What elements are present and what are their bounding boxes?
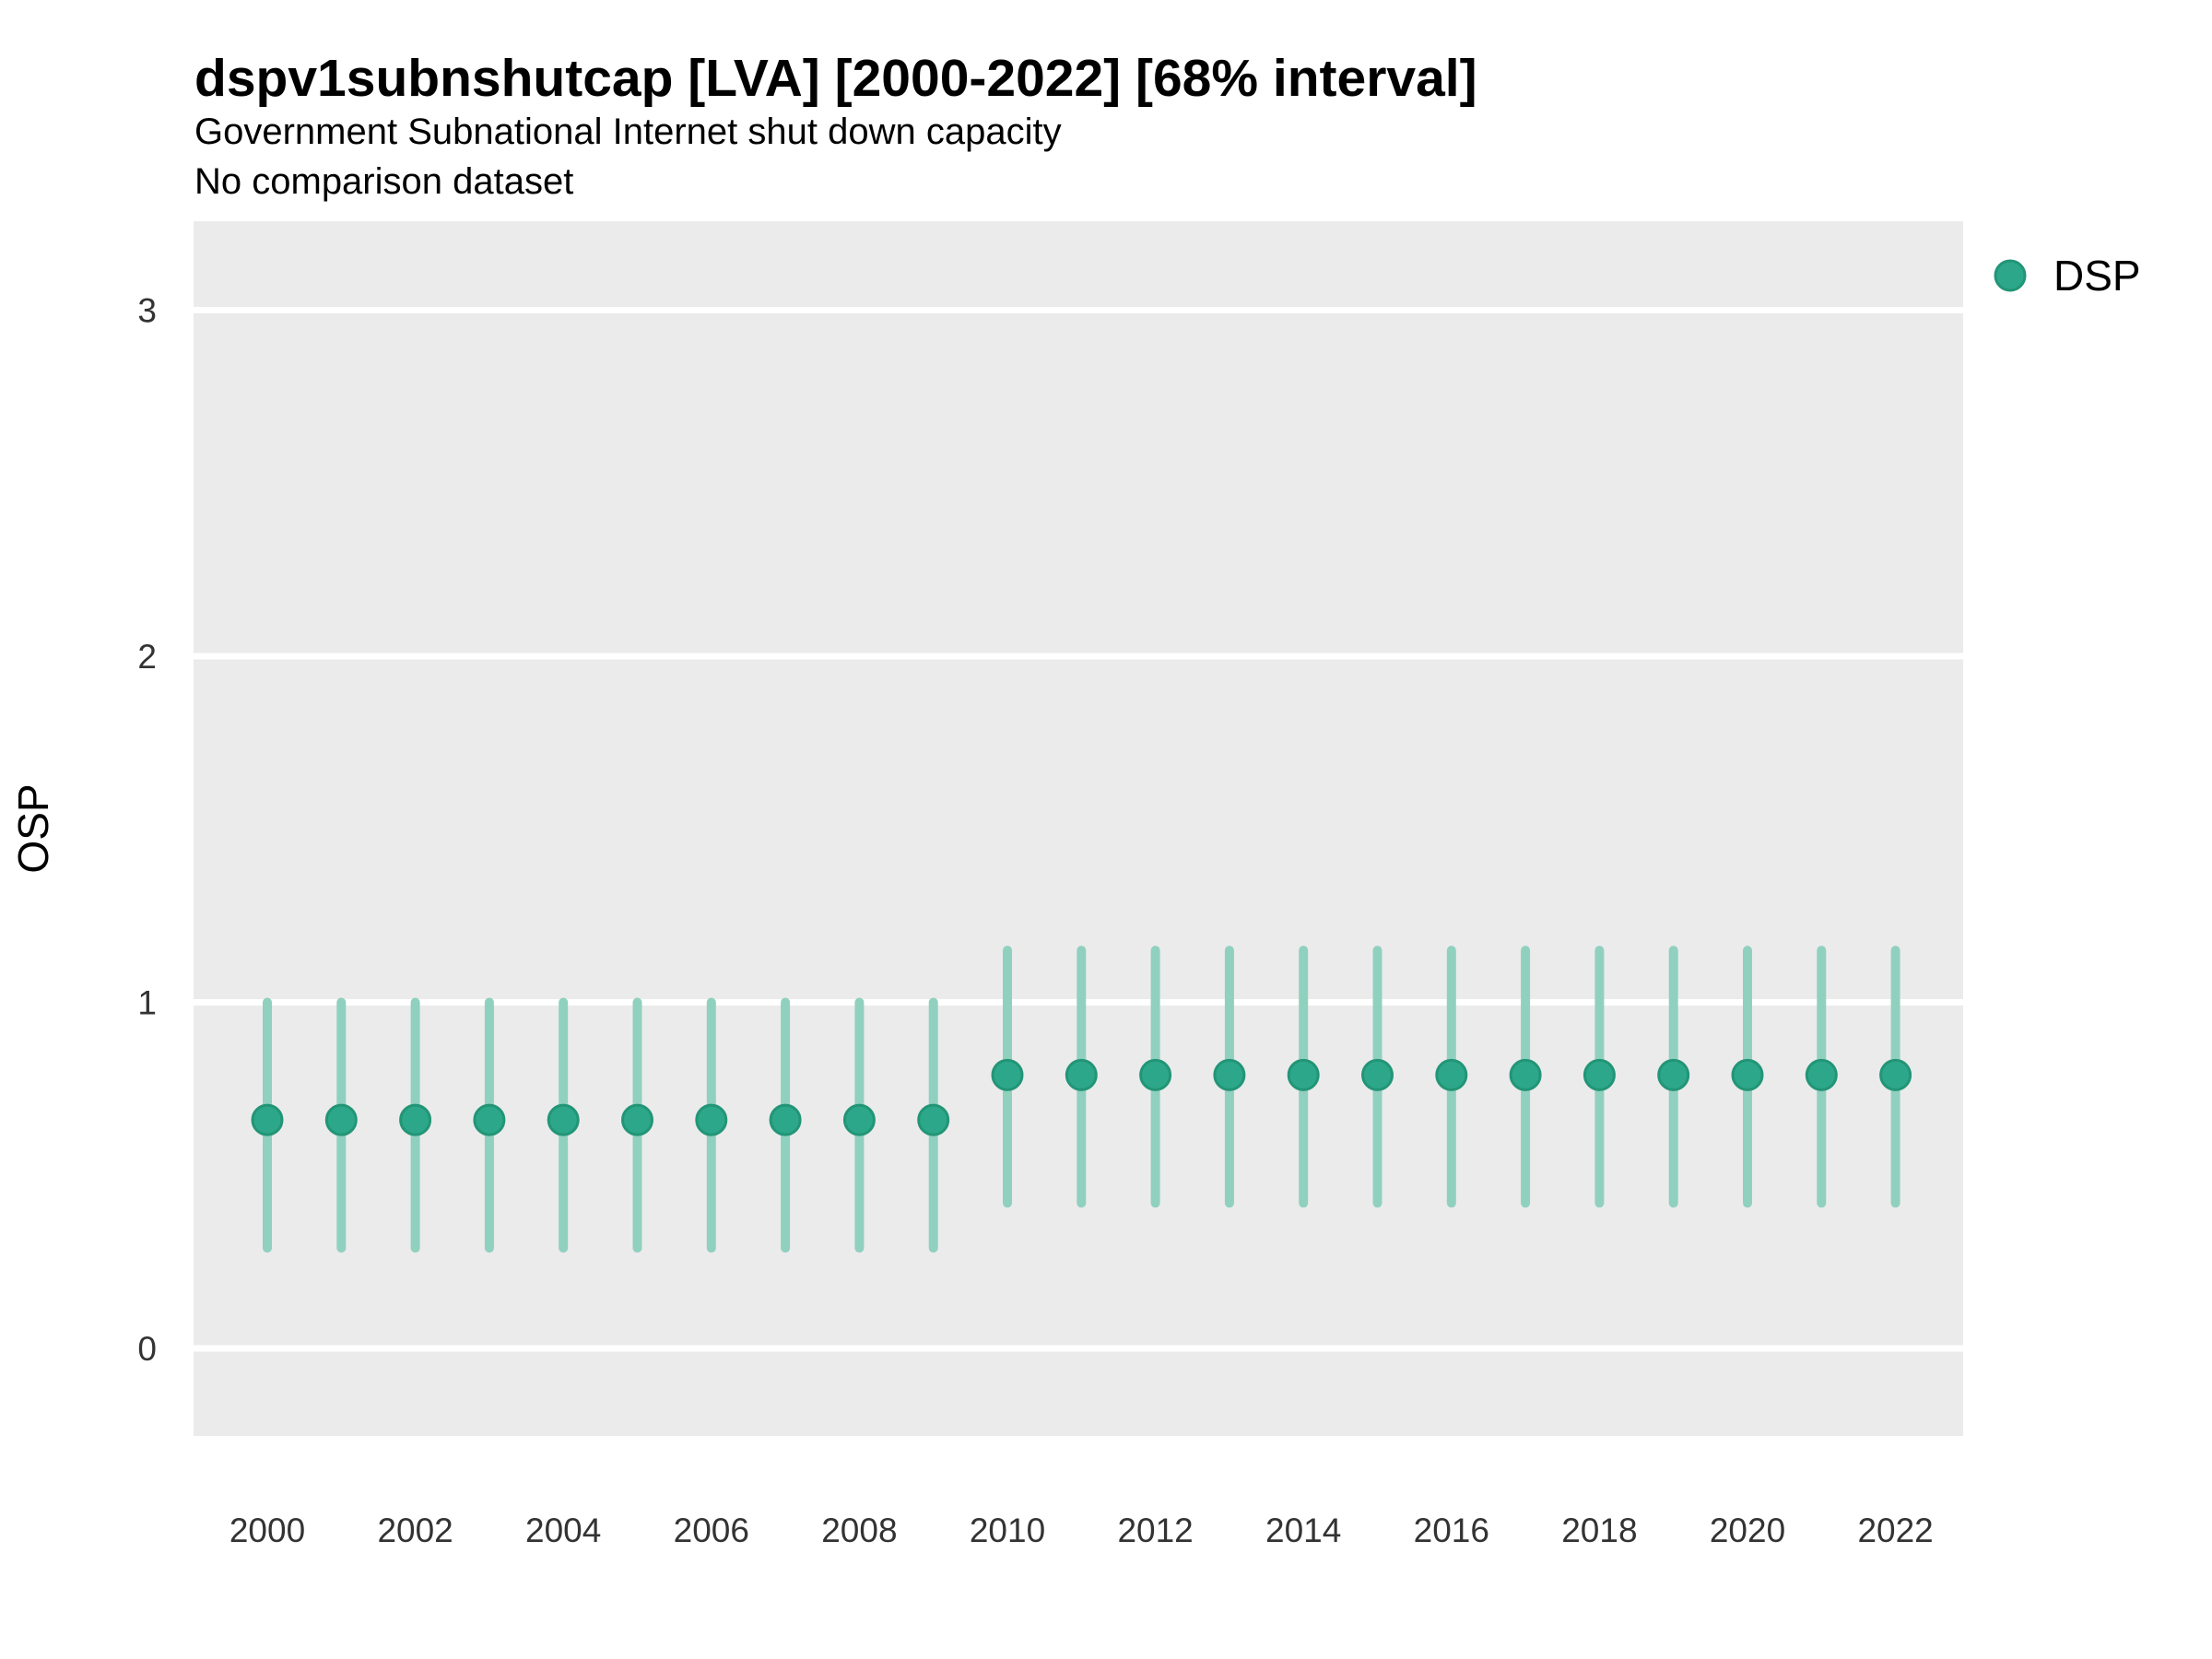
data-point: [1879, 1058, 1912, 1091]
data-point: [842, 1103, 876, 1136]
x-tick-label: 2012: [1117, 1512, 1193, 1549]
y-tick-label: 3: [137, 292, 157, 330]
x-tick-labels: 2000 2002 2004 2006 2008 2010 2012 2014 2016 2018…: [229, 1512, 1934, 1549]
x-tick-label: 2018: [1561, 1512, 1637, 1549]
data-point: [769, 1103, 802, 1136]
x-tick-label: 2008: [821, 1512, 897, 1549]
data-point: [917, 1103, 950, 1136]
data-point: [1361, 1058, 1394, 1091]
x-tick-label: 2006: [674, 1512, 749, 1549]
y-tick-labels: 0 1 2 3: [137, 292, 157, 1369]
data-point: [695, 1103, 728, 1136]
data-point: [1509, 1058, 1542, 1091]
data-point: [324, 1103, 358, 1136]
data-point: [1213, 1058, 1246, 1091]
legend-label: DSP: [2053, 252, 2141, 300]
data-point: [991, 1058, 1024, 1091]
legend-marker-icon: [1994, 259, 2027, 292]
x-tick-label: 2016: [1414, 1512, 1489, 1549]
data-point: [1657, 1058, 1690, 1091]
y-axis-title: OSP: [9, 783, 57, 873]
y-tick-label: 0: [137, 1330, 157, 1368]
x-tick-label: 2020: [1710, 1512, 1785, 1549]
plot-panel: [194, 221, 1963, 1436]
data-point: [473, 1103, 506, 1136]
x-tick-label: 2010: [970, 1512, 1045, 1549]
x-tick-label: 2000: [229, 1512, 305, 1549]
data-point: [1287, 1058, 1320, 1091]
x-tick-label: 2014: [1265, 1512, 1341, 1549]
x-tick-label: 2022: [1857, 1512, 1933, 1549]
y-tick-label: 1: [137, 984, 157, 1022]
legend: DSP: [1994, 252, 2141, 300]
data-point: [1065, 1058, 1098, 1091]
data-point: [399, 1103, 432, 1136]
data-points: [251, 1058, 1912, 1136]
data-point: [251, 1103, 284, 1136]
data-point: [1805, 1058, 1838, 1091]
x-tick-label: 2002: [377, 1512, 453, 1549]
chart-title: dspv1subnshutcap [LVA] [2000-2022] [68% …: [194, 49, 1477, 108]
y-tick-label: 2: [137, 638, 157, 676]
data-point: [1139, 1058, 1172, 1091]
data-point: [621, 1103, 653, 1136]
chart-subtitle-line2: No comparison dataset: [194, 161, 573, 202]
x-tick-label: 2004: [525, 1512, 601, 1549]
data-point: [1583, 1058, 1616, 1091]
data-point: [1435, 1058, 1468, 1091]
data-point: [1731, 1058, 1764, 1091]
chart-subtitle: Government Subnational Internet shut dow…: [194, 112, 1062, 152]
data-point: [547, 1103, 580, 1136]
